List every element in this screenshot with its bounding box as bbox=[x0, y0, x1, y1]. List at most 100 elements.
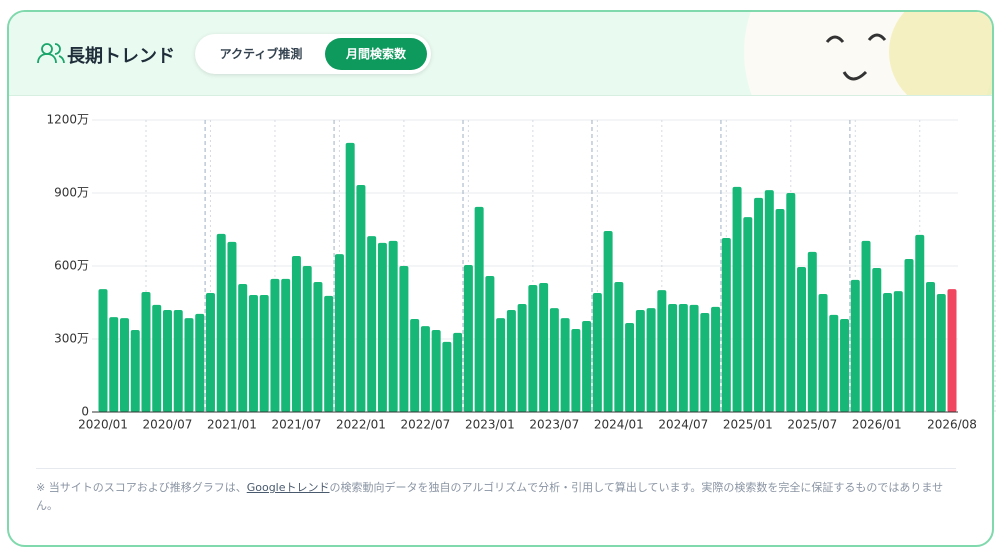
bar bbox=[496, 318, 506, 412]
header-art bbox=[37, 12, 992, 95]
bar bbox=[764, 190, 774, 412]
y-tick-label: 1200万 bbox=[46, 113, 89, 127]
bar bbox=[571, 329, 581, 412]
bar bbox=[786, 193, 796, 412]
note-text: ※ 当サイトのスコアおよび推移グラフは、 bbox=[36, 481, 247, 494]
x-tick-label: 2022/07 bbox=[400, 418, 450, 432]
bar bbox=[646, 308, 656, 412]
bar bbox=[743, 217, 753, 412]
link[interactable]: Googleトレンド bbox=[246, 481, 330, 494]
x-tick-label: 2023/01 bbox=[465, 418, 515, 432]
bar bbox=[442, 341, 452, 412]
bar bbox=[775, 209, 785, 412]
bar bbox=[603, 230, 613, 412]
bar bbox=[947, 289, 957, 412]
x-tick-label: 2023/07 bbox=[529, 418, 579, 432]
bar bbox=[474, 206, 484, 412]
x-tick-label: 2026/01 bbox=[852, 418, 902, 432]
bar bbox=[689, 304, 699, 412]
bar bbox=[173, 310, 183, 412]
y-tick-label: 300万 bbox=[54, 332, 89, 346]
x-tick-label: 2022/01 bbox=[336, 418, 386, 432]
y-tick-label: 600万 bbox=[54, 259, 89, 273]
bar bbox=[356, 184, 366, 412]
bar bbox=[152, 304, 162, 412]
bar bbox=[861, 240, 871, 412]
bar bbox=[926, 282, 936, 412]
x-tick-label: 2026/08 bbox=[927, 418, 977, 432]
bar bbox=[711, 306, 721, 412]
bar bbox=[915, 234, 925, 412]
bar bbox=[936, 293, 946, 412]
bar bbox=[367, 236, 377, 412]
bar bbox=[227, 241, 237, 412]
bar bbox=[377, 242, 387, 412]
bar bbox=[109, 317, 119, 412]
tab-group: アクティブ推測 月間検索数 bbox=[195, 34, 431, 74]
bar bbox=[195, 313, 205, 412]
tab[interactable]: アクティブ推測 bbox=[219, 47, 303, 61]
bar bbox=[657, 290, 667, 412]
bar bbox=[700, 312, 710, 412]
bar bbox=[614, 282, 624, 412]
bar bbox=[517, 303, 527, 412]
bar bbox=[506, 310, 516, 412]
bar bbox=[399, 266, 409, 412]
x-tick-label: 2021/07 bbox=[272, 418, 322, 432]
note-text: の検索動向データを独自のアルゴリズムで分析・引用して算出しています。実際の検索数… bbox=[36, 481, 944, 512]
bar bbox=[883, 293, 893, 412]
y-tick-label: 900万 bbox=[54, 186, 89, 200]
bar bbox=[807, 251, 817, 412]
bar bbox=[582, 320, 592, 412]
footnote: ※ 当サイトのスコアおよび推移グラフは、Googleトレンドの検索動向データを独… bbox=[36, 468, 956, 515]
bar bbox=[732, 186, 742, 412]
bar bbox=[410, 319, 420, 412]
bar bbox=[721, 238, 731, 412]
bar bbox=[324, 295, 334, 412]
bar bbox=[549, 308, 559, 412]
bar bbox=[560, 318, 570, 412]
x-tick-label: 2025/07 bbox=[787, 418, 837, 432]
bar bbox=[592, 293, 602, 412]
bar bbox=[893, 291, 903, 412]
bar bbox=[281, 278, 291, 412]
bar bbox=[635, 310, 645, 412]
tab-active[interactable]: 月間検索数 bbox=[325, 38, 427, 70]
x-tick-label: 2021/01 bbox=[207, 418, 257, 432]
bar bbox=[463, 265, 473, 412]
x-tick-label: 2025/01 bbox=[723, 418, 773, 432]
bar bbox=[485, 275, 495, 412]
bar bbox=[829, 314, 839, 412]
bar bbox=[162, 310, 172, 412]
bar bbox=[528, 284, 538, 412]
bar bbox=[840, 319, 850, 412]
bar bbox=[291, 256, 301, 412]
bar bbox=[754, 197, 764, 412]
bar bbox=[850, 279, 860, 412]
bar bbox=[345, 142, 355, 412]
bar bbox=[668, 303, 678, 412]
x-tick-label: 2020/07 bbox=[143, 418, 193, 432]
x-tick-label: 2020/01 bbox=[78, 418, 128, 432]
bar bbox=[539, 283, 549, 412]
bar bbox=[904, 258, 914, 412]
bar bbox=[313, 282, 323, 412]
bar bbox=[678, 303, 688, 412]
bar bbox=[334, 254, 344, 412]
bar bbox=[431, 329, 441, 412]
x-tick-label: 2024/07 bbox=[658, 418, 708, 432]
bar bbox=[270, 278, 280, 412]
bar bbox=[388, 240, 398, 412]
x-tick-label: 2024/01 bbox=[594, 418, 644, 432]
bar bbox=[184, 318, 194, 412]
y-tick-label: 0 bbox=[81, 405, 89, 419]
bar bbox=[130, 329, 140, 412]
card: 長期トレンド アクティブ推測 月間検索数 bbox=[7, 10, 994, 547]
bar bbox=[797, 266, 807, 412]
section-title: 長期トレンド bbox=[67, 46, 175, 67]
header: 長期トレンド アクティブ推測 月間検索数 bbox=[9, 12, 992, 96]
bar bbox=[216, 233, 226, 412]
bar bbox=[818, 293, 828, 412]
bar bbox=[248, 294, 258, 412]
